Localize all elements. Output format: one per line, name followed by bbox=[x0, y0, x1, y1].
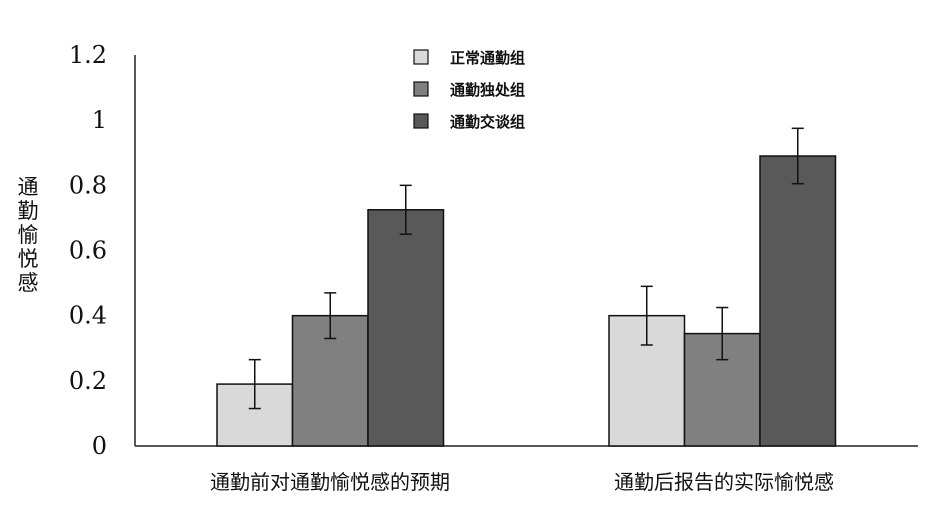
y-axis-label: 通勤愉悦感 bbox=[18, 175, 39, 295]
error-bars bbox=[248, 127, 804, 410]
error-bar bbox=[791, 127, 804, 185]
y-tick-label: 0.6 bbox=[69, 237, 107, 265]
bar-3-1 bbox=[367, 209, 445, 447]
error-bar bbox=[640, 285, 653, 346]
y-tick-label: 0.8 bbox=[69, 171, 107, 199]
y-tick-label: 1.2 bbox=[69, 41, 107, 69]
error-bar bbox=[324, 292, 337, 340]
error-bar bbox=[716, 306, 729, 361]
y-tick-label: 0.2 bbox=[69, 367, 107, 395]
legend-swatch bbox=[413, 49, 429, 65]
legend-item: 通勤独处组 bbox=[413, 81, 525, 99]
legend-label: 通勤交谈组 bbox=[450, 113, 525, 131]
y-tick-label: 0 bbox=[92, 432, 107, 460]
error-bar bbox=[399, 184, 412, 235]
bar-3-2 bbox=[759, 155, 837, 447]
error-bar bbox=[248, 358, 261, 410]
x-category-label: 通勤前对通勤愉悦感的预期 bbox=[210, 470, 450, 494]
legend-item: 正常通勤组 bbox=[413, 49, 525, 67]
y-tick-label: 0.4 bbox=[69, 302, 107, 330]
bars bbox=[216, 155, 837, 447]
legend-label: 通勤独处组 bbox=[450, 81, 525, 99]
x-category-label: 通勤后报告的实际愉悦感 bbox=[614, 470, 834, 494]
y-axis-ticks: 0 0.2 0.4 0.6 0.8 1 1.2 bbox=[69, 41, 107, 460]
legend-item: 通勤交谈组 bbox=[413, 113, 525, 131]
legend-swatch bbox=[413, 113, 429, 129]
y-tick-label: 1 bbox=[92, 106, 107, 134]
legend-label: 正常通勤组 bbox=[450, 49, 525, 67]
x-axis-categories: 通勤前对通勤愉悦感的预期 通勤后报告的实际愉悦感 bbox=[210, 470, 834, 494]
legend-swatch bbox=[413, 81, 429, 97]
y-axis-title: 通勤愉悦感 bbox=[18, 175, 39, 295]
